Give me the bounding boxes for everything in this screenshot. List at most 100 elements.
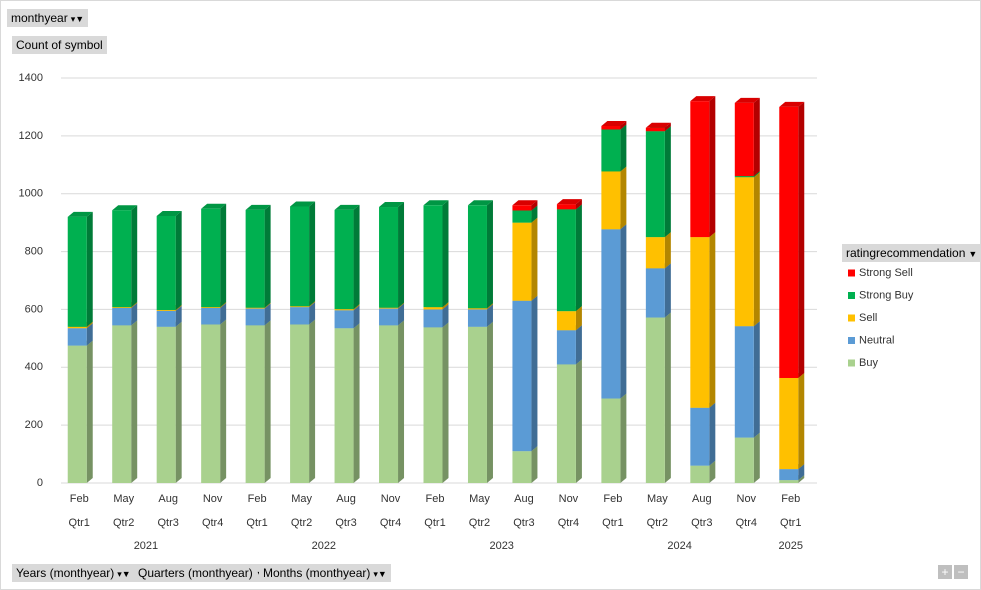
legend-swatch <box>848 292 855 299</box>
bar <box>779 480 799 483</box>
bar <box>156 215 176 311</box>
bar-side <box>131 302 138 308</box>
bar <box>201 307 221 325</box>
bar-side <box>442 302 449 310</box>
collapse-button[interactable]: − <box>954 565 968 579</box>
axis-button[interactable]: Years (monthyear) ▾▼ <box>12 564 135 582</box>
x-tick-label: Nov <box>559 493 579 505</box>
bar-side <box>709 96 716 238</box>
bar <box>512 210 532 223</box>
bar <box>690 101 710 238</box>
bar <box>334 328 354 483</box>
x-quarter-label: Qtr2 <box>113 517 134 529</box>
bar-side <box>575 204 582 312</box>
bar-side <box>486 321 493 483</box>
bar-side <box>220 302 227 308</box>
bar-side <box>353 204 360 310</box>
legend-swatch <box>848 337 855 344</box>
filter-button[interactable]: monthyear ▾▼ <box>7 9 89 27</box>
x-tick-label: May <box>113 493 134 505</box>
bar <box>601 129 621 172</box>
legend-button[interactable]: ratingrecommendation ▼ <box>842 244 980 262</box>
bar-side <box>620 121 627 130</box>
value-button[interactable]: Count of symbol <box>12 36 107 54</box>
bar-top <box>601 121 627 127</box>
bar-side <box>620 224 627 399</box>
x-quarter-label: Qtr1 <box>424 517 445 529</box>
bar <box>556 364 576 483</box>
x-quarter-label: Qtr4 <box>380 517 401 529</box>
bar-side <box>664 122 671 132</box>
bar-side <box>398 303 405 326</box>
bar <box>245 308 265 326</box>
bar <box>245 209 265 308</box>
legend-label: Strong Sell <box>859 267 913 279</box>
legend-label: Strong Buy <box>859 289 914 301</box>
bar-side <box>620 393 627 483</box>
bar-side <box>264 204 271 308</box>
bar-top <box>379 202 405 208</box>
bar-side <box>309 301 316 308</box>
bar <box>690 407 710 466</box>
button-label: Years (monthyear) <box>16 566 115 580</box>
expand-button[interactable]: + <box>938 565 952 579</box>
bar <box>112 325 132 483</box>
bar-side <box>664 126 671 238</box>
bar <box>512 300 532 452</box>
x-tick-label: May <box>647 493 668 505</box>
bar-side <box>398 202 405 308</box>
bar-side <box>220 203 227 308</box>
bar-side <box>620 166 627 230</box>
bar <box>245 307 265 309</box>
bar <box>779 377 799 470</box>
bar-side <box>531 446 538 483</box>
bar <box>645 237 665 269</box>
bar-top <box>512 200 538 206</box>
x-tick-label: Aug <box>514 493 534 505</box>
x-year-label: 2023 <box>489 540 513 552</box>
bar <box>467 309 487 327</box>
bar <box>779 469 799 481</box>
x-quarter-label: Qtr2 <box>291 517 312 529</box>
bar <box>379 307 399 309</box>
y-tick-label: 800 <box>25 245 43 257</box>
bar <box>645 127 665 132</box>
bar <box>201 307 221 308</box>
bar <box>467 308 487 310</box>
bar <box>156 326 176 483</box>
bar <box>512 222 532 301</box>
bar <box>112 210 132 308</box>
y-tick-label: 0 <box>37 477 43 489</box>
bar <box>556 311 576 331</box>
x-quarter-label: Qtr2 <box>647 517 668 529</box>
x-quarter-label: Qtr3 <box>335 517 356 529</box>
bar-side <box>309 201 316 307</box>
bar-side <box>486 200 493 309</box>
bar <box>601 398 621 483</box>
legend-swatch <box>848 314 855 322</box>
legend-swatch <box>848 269 855 277</box>
bar-side <box>753 171 760 178</box>
x-tick-label: Feb <box>603 493 622 505</box>
bar <box>512 205 532 211</box>
bar-side <box>175 321 182 483</box>
bar-side <box>753 172 760 327</box>
bar-side <box>798 372 805 470</box>
bar-side <box>798 101 805 378</box>
bar-side <box>442 304 449 328</box>
bar <box>734 326 754 438</box>
bar-side <box>575 325 582 365</box>
axis-button[interactable]: Quarters (monthyear)▼ <box>134 564 269 582</box>
bar <box>690 237 710 408</box>
bar-side <box>131 205 138 308</box>
x-quarter-label: Qtr3 <box>513 517 534 529</box>
bar <box>67 345 87 483</box>
bar-side <box>575 306 582 331</box>
axis-button[interactable]: Months (monthyear) ▾▼ <box>259 564 391 582</box>
bar-side <box>753 321 760 438</box>
y-tick-label: 1200 <box>19 130 43 142</box>
bar-side <box>309 302 316 325</box>
x-tick-label: May <box>291 493 312 505</box>
bar-side <box>131 302 138 326</box>
bar-side <box>264 303 271 326</box>
